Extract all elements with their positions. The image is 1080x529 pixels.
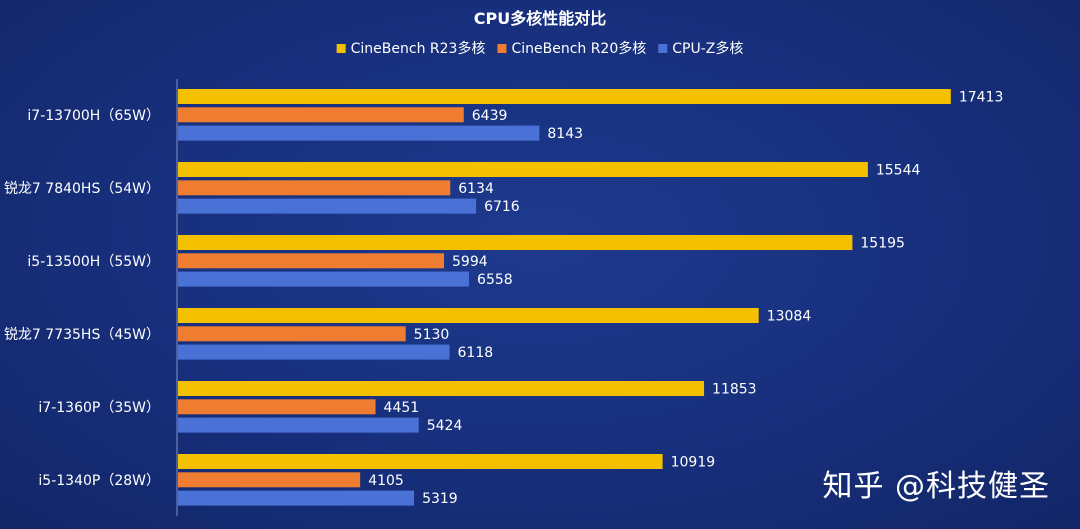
- value-label: 6439: [472, 108, 508, 124]
- category-label: i5-13500H（55W）: [27, 254, 160, 270]
- value-label: 13084: [767, 309, 812, 325]
- bar: [178, 399, 376, 415]
- value-label: 17413: [959, 90, 1004, 106]
- watermark: 知乎 @科技健圣: [822, 469, 1050, 504]
- category-labels: i7-13700H（65W） 锐龙7 7840HS（54W） i5-13500H（5…: [4, 108, 160, 489]
- category-label: 锐龙7 7735HS（45W）: [4, 327, 160, 343]
- legend-item-1: CineBench R23多核: [336, 40, 486, 57]
- bar: [178, 107, 464, 123]
- category-label: 锐龙7 7840HS（54W）: [4, 181, 160, 197]
- value-label: 6558: [477, 272, 513, 288]
- legend-label: CineBench R20多核: [511, 40, 646, 57]
- bar: [178, 235, 853, 250]
- legend-item-2: CineBench R20多核: [497, 40, 646, 57]
- category-label: i7-1360P（35W）: [38, 400, 160, 416]
- bar: [178, 162, 868, 177]
- bar: [178, 454, 663, 469]
- value-label: 11853: [712, 382, 757, 398]
- value-label: 10919: [671, 455, 716, 471]
- legend-item-3: CPU-Z多核: [658, 40, 743, 57]
- value-label: 6716: [484, 199, 520, 215]
- value-labels: 17413 6439 8143 15544 6134 6716 15195 5994 6558 1…: [368, 90, 1003, 508]
- value-label: 4451: [384, 400, 420, 416]
- bar: [178, 472, 361, 488]
- bar: [178, 271, 470, 287]
- value-label: 5319: [422, 491, 458, 507]
- value-label: 4105: [368, 473, 404, 489]
- bar: [178, 89, 951, 104]
- value-label: 5424: [427, 418, 463, 434]
- value-label: 15544: [876, 163, 921, 179]
- legend: CineBench R23多核 CineBench R20多核 CPU-Z多核: [336, 40, 743, 57]
- bar: [178, 344, 450, 360]
- legend-label: CPU-Z多核: [672, 40, 743, 57]
- value-label: 15195: [860, 236, 905, 252]
- bar: [178, 253, 445, 269]
- bar: [178, 381, 705, 396]
- bar: [178, 326, 406, 342]
- bars: [178, 89, 951, 506]
- category-label: i7-13700H（65W）: [27, 108, 160, 124]
- category-label: i5-1340P（28W）: [38, 473, 160, 489]
- value-label: 8143: [547, 126, 583, 142]
- bar: [178, 198, 477, 214]
- legend-swatch: [336, 44, 346, 53]
- value-label: 5130: [414, 327, 450, 343]
- legend-swatch: [658, 44, 668, 53]
- chart-title: CPU多核性能对比: [474, 9, 606, 28]
- legend-label: CineBench R23多核: [351, 40, 486, 57]
- value-label: 5994: [452, 254, 488, 270]
- bar: [178, 180, 451, 196]
- bar: [178, 125, 540, 141]
- value-label: 6118: [458, 345, 494, 361]
- bar: [178, 417, 419, 433]
- value-label: 6134: [458, 181, 494, 197]
- bar: [178, 490, 415, 506]
- bar: [178, 308, 759, 323]
- legend-swatch: [497, 44, 507, 53]
